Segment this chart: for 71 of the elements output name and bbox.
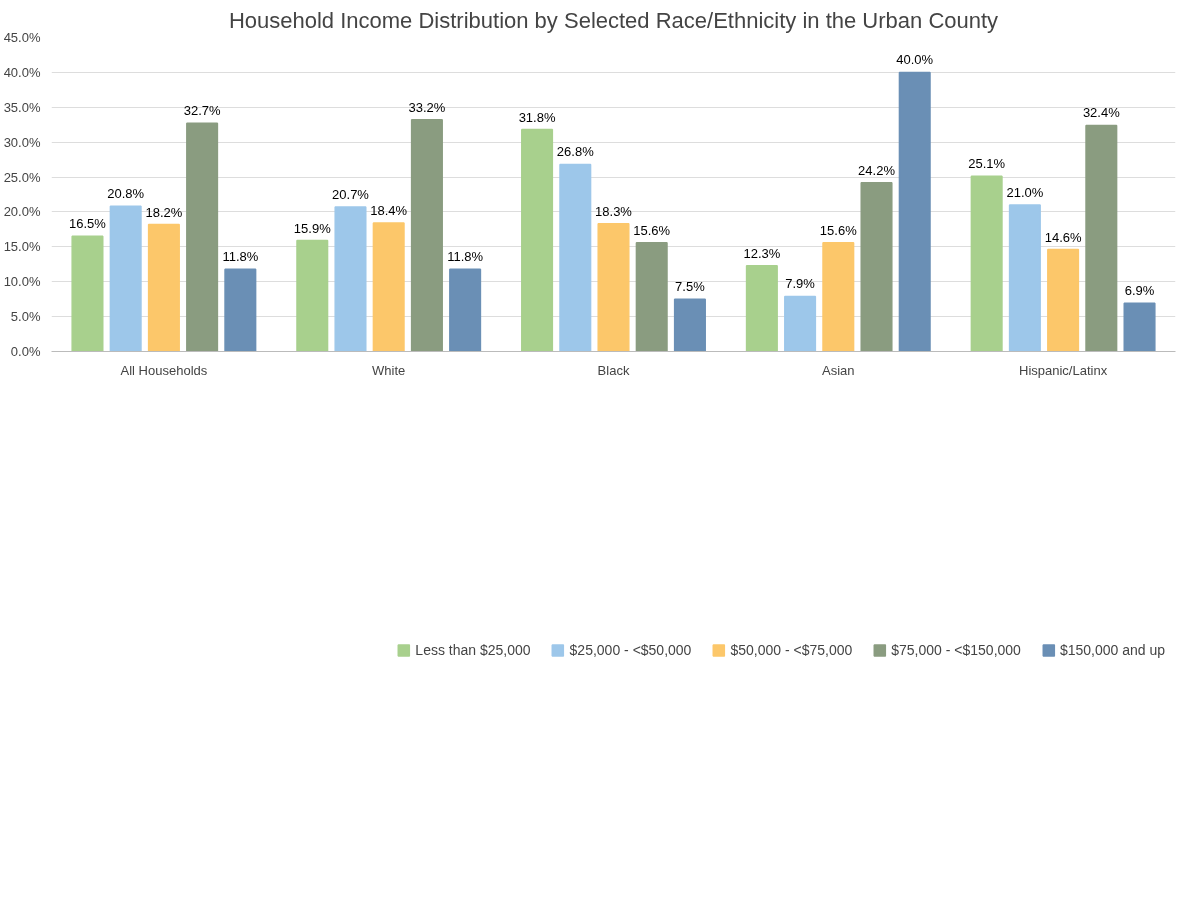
- bar: [224, 268, 257, 352]
- text: 15.6%: [819, 222, 857, 238]
- text: 32.4%: [1082, 105, 1120, 121]
- bar: [784, 295, 817, 352]
- bar: [186, 122, 219, 352]
- bar: [673, 298, 706, 352]
- y-tick-label: 40.0%: [3, 64, 41, 80]
- y-tick-label: 45.0%: [3, 30, 41, 45]
- text: 11.8%: [447, 249, 484, 265]
- text: 33.2%: [408, 99, 446, 115]
- text: 16.5%: [69, 216, 106, 232]
- text: 31.8%: [518, 109, 556, 125]
- bar: [147, 223, 180, 352]
- text: 6.9%: [1124, 283, 1155, 299]
- bar: [334, 206, 367, 352]
- text: 18.4%: [370, 203, 408, 219]
- bar: [559, 163, 592, 352]
- bar: [1085, 124, 1118, 352]
- bar: [1047, 248, 1080, 352]
- legend-label: $150,000 and up: [1059, 642, 1165, 658]
- text: 15.9%: [293, 220, 331, 236]
- text: 24.2%: [858, 162, 895, 178]
- bar: [822, 241, 855, 352]
- y-tick-label: 15.0%: [3, 239, 41, 255]
- bar: [635, 241, 668, 352]
- bar: [745, 264, 778, 352]
- text: 18.3%: [595, 203, 632, 219]
- text: 11.8%: [222, 249, 259, 265]
- text: 32.7%: [183, 103, 221, 119]
- bar: [898, 71, 931, 352]
- bar: [71, 235, 104, 352]
- legend-label: $50,000 - <$75,000: [730, 642, 853, 658]
- text: 40.0%: [896, 52, 934, 68]
- y-tick-label: 10.0%: [3, 274, 41, 290]
- legend-label: Less than $25,000: [415, 642, 531, 658]
- y-tick-label: 25.0%: [3, 169, 41, 185]
- text: 25.1%: [968, 156, 1006, 172]
- y-tick-label: 20.0%: [3, 204, 41, 220]
- bar: [296, 239, 329, 352]
- y-tick-label: 0.0%: [10, 344, 41, 359]
- bar: [1008, 204, 1041, 352]
- chart-title: Household Income Distribution by Selected Race/Ethnicity in the Urban County: [228, 7, 999, 33]
- bar: [410, 119, 443, 352]
- x-tick-label: All Households: [120, 362, 208, 378]
- text: 21.0%: [1006, 184, 1044, 200]
- text: 26.8%: [556, 144, 594, 160]
- legend-label: $25,000 - <$50,000: [569, 642, 692, 658]
- text: 7.5%: [675, 279, 705, 295]
- legend-label: $75,000 - <$150,000: [891, 642, 1021, 658]
- bar: [372, 222, 405, 352]
- text: 14.6%: [1044, 229, 1082, 245]
- bar: [970, 175, 1003, 352]
- bar: [449, 268, 482, 352]
- text: 20.7%: [332, 187, 369, 203]
- x-tick-label: Black: [597, 362, 630, 378]
- y-tick-label: 5.0%: [10, 309, 41, 325]
- text: 7.9%: [785, 276, 815, 292]
- x-tick-label: Hispanic/Latinx: [1019, 362, 1108, 378]
- text: 12.3%: [743, 245, 781, 261]
- x-tick-label: White: [372, 362, 406, 378]
- text: 20.8%: [107, 186, 145, 202]
- bar: [597, 223, 630, 352]
- bar: [521, 128, 554, 352]
- bar: [1123, 302, 1156, 352]
- bar: [860, 181, 893, 352]
- text: 18.2%: [145, 204, 183, 220]
- x-tick-label: Asian: [822, 362, 855, 378]
- y-tick-label: 35.0%: [3, 99, 41, 115]
- bar: [109, 205, 142, 352]
- y-tick-label: 30.0%: [3, 134, 41, 150]
- text: 15.6%: [633, 222, 671, 238]
